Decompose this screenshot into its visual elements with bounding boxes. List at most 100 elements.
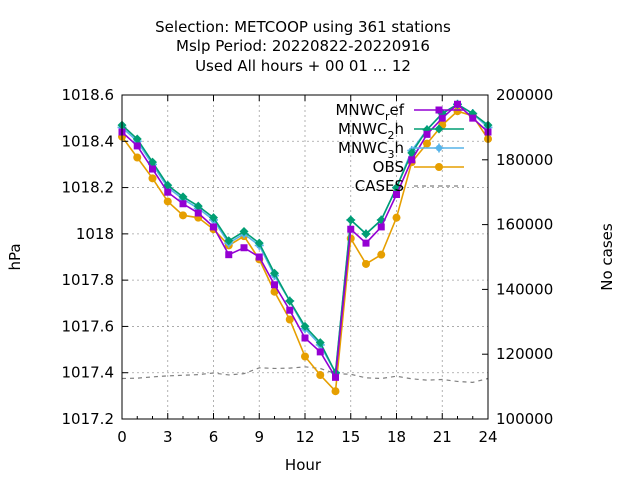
data-point bbox=[393, 191, 400, 199]
data-point bbox=[423, 130, 431, 138]
data-point bbox=[332, 373, 339, 381]
y-tick-label: 1018 bbox=[76, 225, 114, 243]
axis-ticks bbox=[121, 94, 489, 420]
y-axis-label: hPa bbox=[6, 243, 24, 270]
legend-label-main: MNWC bbox=[338, 120, 387, 138]
data-point bbox=[362, 259, 370, 268]
y2-tick-label: 140000 bbox=[496, 280, 553, 298]
chart-title-line-2: Mslp Period: 20220822-20220916 bbox=[176, 37, 430, 55]
data-point bbox=[347, 225, 355, 233]
legend-label-sub: 2 bbox=[387, 129, 394, 142]
legend-item-mnwc-3h: MNWC3h bbox=[338, 139, 464, 161]
y2-axis-label: No cases bbox=[598, 223, 616, 291]
data-point bbox=[179, 200, 187, 208]
legend-item-cases: CASES bbox=[355, 177, 464, 195]
series-cases bbox=[121, 366, 489, 383]
legend-label: MNWCref bbox=[335, 101, 404, 123]
data-point bbox=[377, 250, 386, 259]
series-layer bbox=[117, 99, 493, 396]
x-axis-label: Hour bbox=[285, 456, 322, 474]
y-tick-label: 1017.4 bbox=[62, 364, 115, 382]
data-point bbox=[285, 296, 295, 306]
data-point bbox=[316, 348, 324, 356]
legend-label-sub: 3 bbox=[387, 148, 394, 161]
data-point bbox=[255, 253, 263, 261]
data-point bbox=[179, 211, 187, 220]
data-point bbox=[300, 321, 310, 331]
legend-marker bbox=[435, 106, 443, 114]
legend-item-mnwc-2h: MNWC2h bbox=[338, 120, 464, 142]
legend-label-main: CASES bbox=[355, 177, 404, 195]
x-tick-label: 15 bbox=[341, 428, 360, 446]
legend-label: MNWC2h bbox=[338, 120, 404, 142]
data-point bbox=[361, 229, 371, 239]
data-point bbox=[210, 223, 217, 231]
legend-label-main: OBS bbox=[373, 158, 404, 176]
grid-lines bbox=[122, 95, 488, 419]
data-point bbox=[149, 165, 156, 173]
chart-title-line-3: Used All hours + 00 01 ... 12 bbox=[195, 57, 411, 75]
data-point bbox=[133, 153, 142, 162]
data-point bbox=[224, 236, 234, 246]
legend-marker bbox=[434, 124, 444, 134]
y2-tick-label: 180000 bbox=[496, 151, 553, 169]
chart-title-line-1: Selection: METCOOP using 361 stations bbox=[155, 18, 451, 36]
y-tick-label: 1017.6 bbox=[62, 317, 115, 335]
y-tick-label: 1018.6 bbox=[62, 86, 115, 104]
x-tick-labels: 0 3 6 9 12 15 18 21 24 bbox=[117, 428, 497, 446]
data-point bbox=[285, 315, 294, 324]
legend-label-main: MNWC bbox=[338, 139, 387, 157]
data-point bbox=[408, 156, 416, 164]
y-tick-label: 1018.2 bbox=[62, 179, 115, 197]
data-point bbox=[148, 174, 157, 183]
data-point bbox=[469, 114, 477, 122]
data-point bbox=[225, 251, 233, 259]
x-tick-label: 12 bbox=[295, 428, 314, 446]
data-point bbox=[377, 223, 385, 231]
series-mnwc-ref bbox=[118, 100, 492, 381]
data-point bbox=[164, 188, 172, 196]
data-point bbox=[301, 334, 309, 342]
data-point bbox=[209, 213, 218, 223]
y-tick-label: 1018.4 bbox=[62, 132, 115, 150]
data-point bbox=[438, 114, 446, 122]
data-point bbox=[346, 215, 356, 225]
legend-item-mnwc-ref: MNWCref bbox=[335, 101, 464, 123]
y-tick-label: 1017.8 bbox=[62, 271, 115, 289]
legend-label: OBS bbox=[373, 158, 404, 176]
data-point bbox=[286, 306, 294, 314]
data-point bbox=[254, 238, 264, 248]
y2-tick-labels: 100000 120000 140000 160000 180000 200000 bbox=[496, 86, 553, 428]
data-point bbox=[454, 100, 461, 108]
x-tick-label: 3 bbox=[163, 428, 173, 446]
series-obs bbox=[118, 107, 492, 396]
x-tick-label: 0 bbox=[117, 428, 127, 446]
legend-label-main: MNWC bbox=[335, 101, 384, 119]
y2-tick-label: 160000 bbox=[496, 216, 553, 234]
legend-label-tail: h bbox=[394, 139, 404, 157]
data-point bbox=[240, 244, 248, 252]
y2-tick-label: 200000 bbox=[496, 86, 553, 104]
data-point bbox=[316, 371, 325, 380]
legend-label-tail: h bbox=[394, 120, 404, 138]
legend-marker bbox=[435, 163, 443, 171]
data-point bbox=[270, 287, 279, 296]
data-point bbox=[239, 227, 249, 237]
legend-label-sub: r bbox=[385, 110, 390, 123]
x-tick-label: 21 bbox=[433, 428, 452, 446]
y-tick-label: 1017.2 bbox=[62, 410, 115, 428]
data-point bbox=[315, 338, 325, 348]
data-point bbox=[392, 213, 401, 222]
legend-item-obs: OBS bbox=[373, 158, 464, 176]
data-point bbox=[193, 201, 203, 211]
data-point bbox=[423, 139, 431, 148]
data-point bbox=[133, 142, 141, 150]
data-point bbox=[301, 352, 309, 361]
x-tick-label: 24 bbox=[478, 428, 497, 446]
x-tick-label: 6 bbox=[209, 428, 219, 446]
legend-label: CASES bbox=[355, 177, 404, 195]
x-tick-label: 18 bbox=[387, 428, 406, 446]
series-line bbox=[121, 366, 489, 383]
